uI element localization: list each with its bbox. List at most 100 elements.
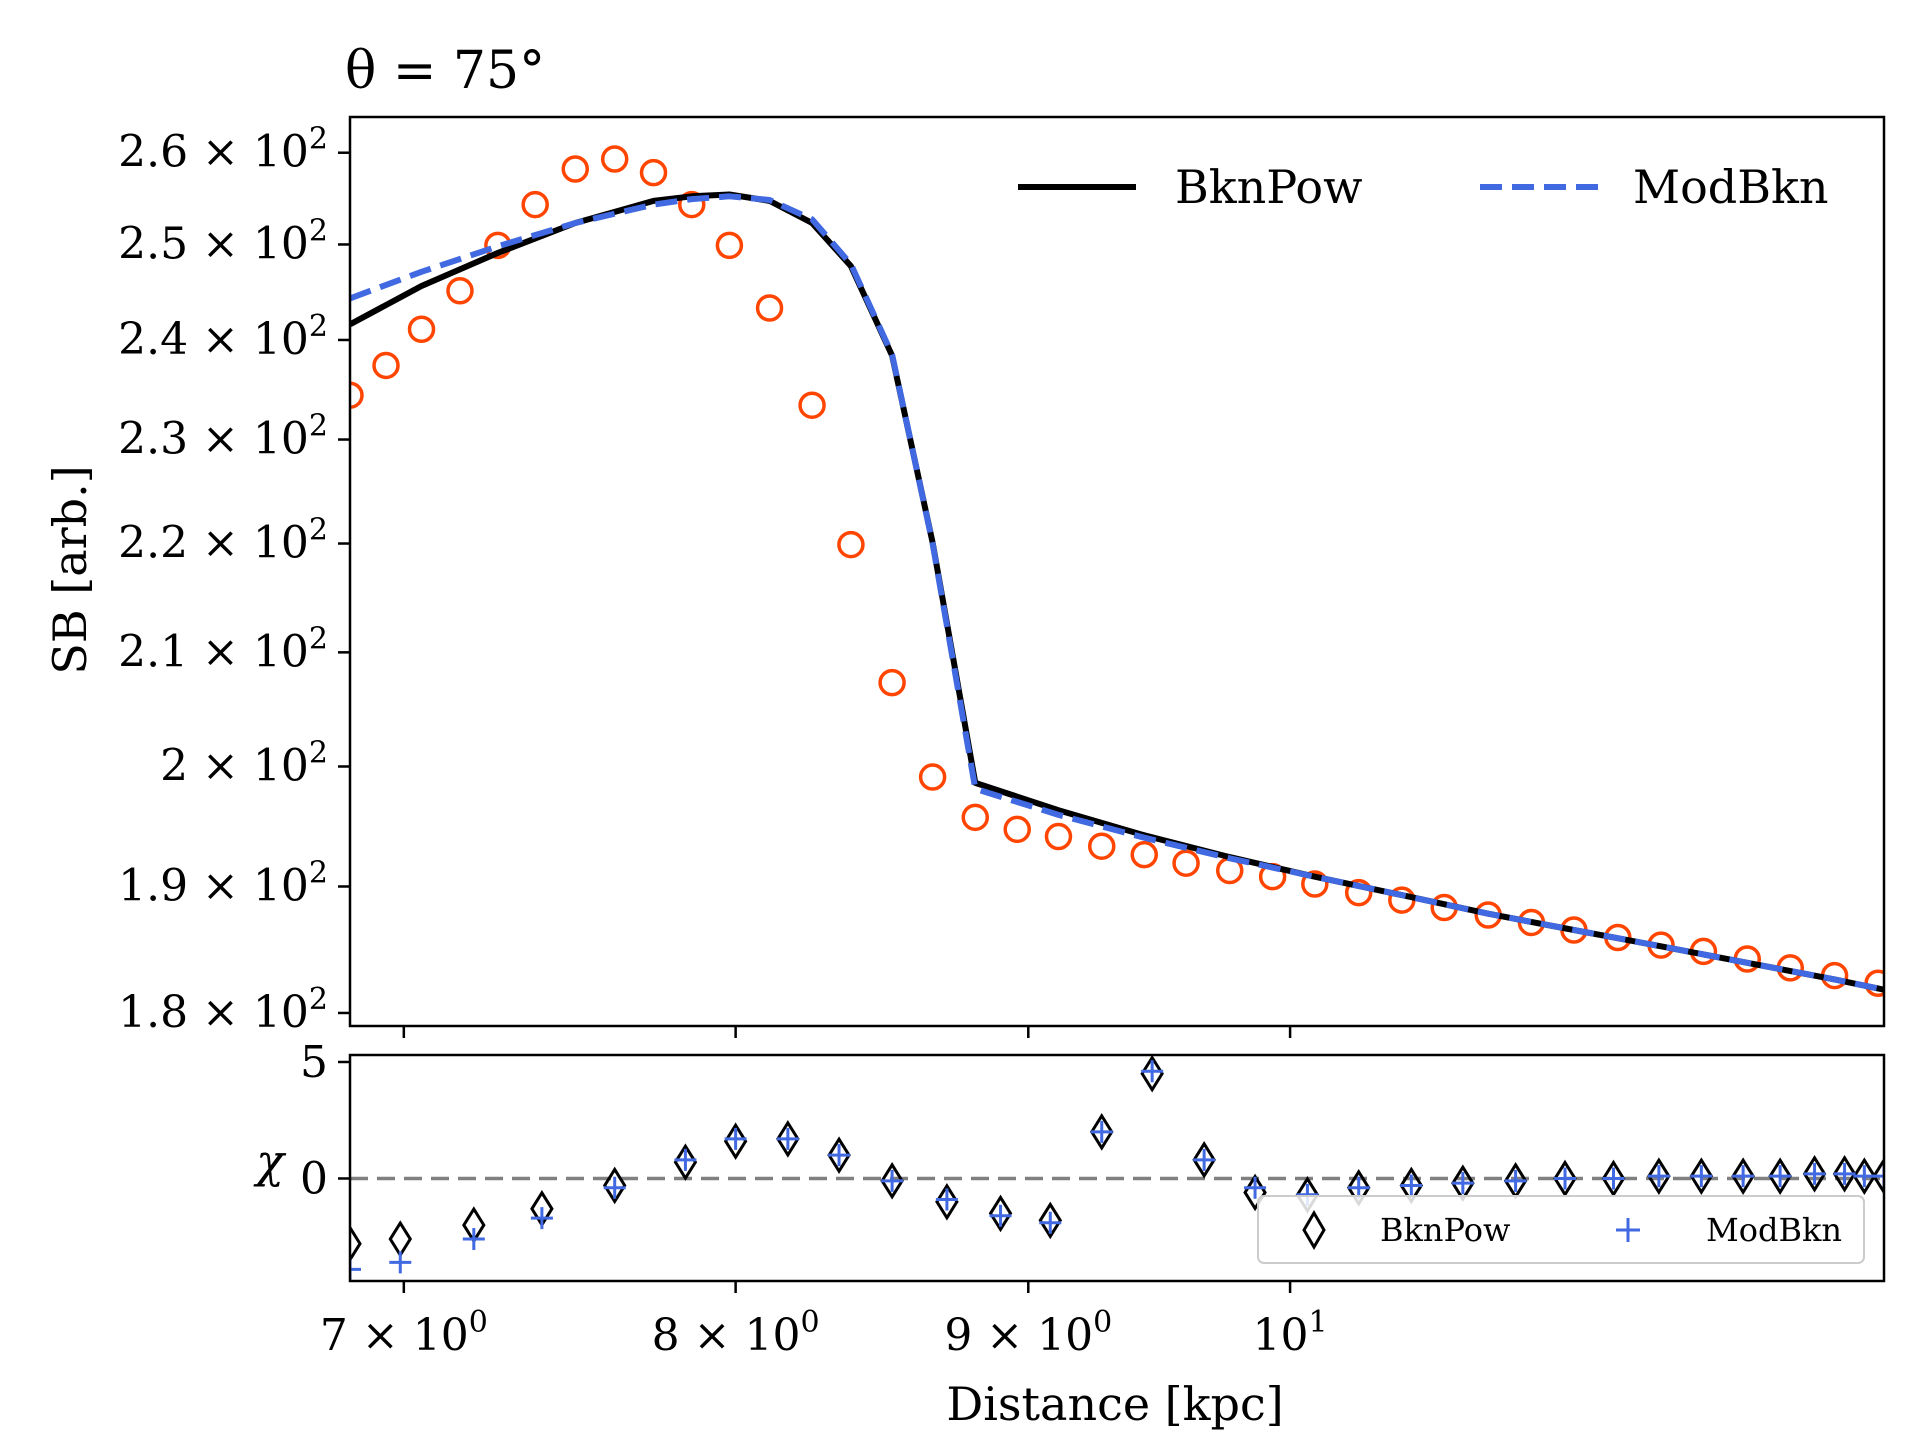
main-y-tick-label: 2.2 × 102 — [118, 513, 328, 569]
data-point — [446, 277, 474, 305]
residual-diamond-bknpow — [1802, 1154, 1827, 1193]
data-point — [878, 668, 906, 697]
residual-plus-modbkn — [389, 1251, 412, 1274]
residual-plus-modbkn — [1090, 1120, 1113, 1143]
residual-diamond-bknpow — [776, 1120, 800, 1158]
legend-modbkn-label: ModBkn — [1633, 160, 1829, 214]
main-y-tick-exp: 2 — [309, 213, 328, 248]
main-y-tick-exp: 2 — [309, 513, 328, 548]
main-legend: BknPow ModBkn — [1018, 160, 1829, 214]
residual-plus-modbkn — [1647, 1165, 1670, 1188]
residual-markers — [350, 1055, 1884, 1281]
data-point — [1044, 822, 1073, 851]
data-point — [561, 155, 590, 183]
residual-plus-modbkn — [350, 1258, 361, 1281]
main-y-tick-base: 2.4 × 10 — [118, 314, 309, 365]
residual-plus-modbkn — [881, 1169, 904, 1192]
residual-plus-modbkn — [603, 1176, 626, 1199]
residual-plus-modbkn — [1244, 1176, 1267, 1199]
data-point — [1087, 832, 1116, 860]
residual-panel: 05 χ BknPow ModBkn — [253, 1037, 1886, 1293]
residual-plus-modbkn — [1732, 1165, 1755, 1188]
residual-plus-modbkn — [1504, 1169, 1527, 1192]
data-point — [798, 391, 826, 419]
residual-diamond-bknpow — [602, 1166, 627, 1205]
residual-diamond-bknpow — [1601, 1159, 1626, 1198]
residual-plus-modbkn — [1141, 1060, 1164, 1083]
x-tick-base: 9 × 10 — [944, 1310, 1093, 1361]
main-y-tick-exp: 2 — [309, 621, 328, 656]
residual-legend-modbkn-label: ModBkn — [1706, 1211, 1842, 1249]
residual-diamond-bknpow — [1832, 1154, 1857, 1193]
main-y-tick-label: 2 × 102 — [160, 735, 328, 791]
chart-title: θ = 75° — [345, 41, 545, 101]
main-plot-area — [350, 145, 1884, 998]
legend-bknpow-diamond-icon — [1302, 1210, 1326, 1250]
residual-y-tick-label: 0 — [300, 1153, 328, 1204]
x-tick-base: 8 × 10 — [652, 1310, 801, 1361]
main-y-tick-exp: 2 — [309, 309, 328, 344]
residual-diamond-bknpow — [723, 1122, 748, 1161]
data-point — [1003, 815, 1031, 844]
legend-bknpow-label: BknPow — [1175, 160, 1362, 214]
main-y-tick-base: 2 × 10 — [160, 740, 309, 791]
x-tick-label: 7 × 100 — [320, 1305, 488, 1361]
main-y-tick-base: 2.2 × 10 — [118, 518, 309, 569]
main-y-tick-base: 1.9 × 10 — [118, 860, 309, 911]
residual-plus-modbkn — [462, 1228, 485, 1251]
residual-plus-modbkn — [935, 1188, 958, 1211]
main-y-tick-base: 2.5 × 10 — [118, 218, 309, 269]
main-y-tick-exp: 2 — [309, 409, 328, 444]
residual-diamond-bknpow — [1689, 1157, 1714, 1195]
residual-diamond-bknpow — [1872, 1157, 1884, 1195]
data-point — [600, 145, 629, 173]
x-tick-base: 10 — [1253, 1310, 1309, 1361]
residual-diamond-bknpow — [880, 1161, 904, 1200]
main-y-tick-base: 2.3 × 10 — [118, 414, 309, 465]
x-tick-exp: 0 — [1093, 1305, 1112, 1340]
main-y-tick-exp: 2 — [309, 982, 328, 1017]
residual-diamond-bknpow — [1731, 1157, 1755, 1195]
residual-plus-modbkn — [1451, 1172, 1474, 1195]
main-y-tick-exp: 2 — [309, 735, 328, 770]
residual-plus-modbkn — [1602, 1167, 1625, 1190]
residual-plus-modbkn — [1690, 1165, 1713, 1188]
residual-diamond-bknpow — [1140, 1055, 1164, 1093]
residual-plot-area — [350, 1055, 1884, 1281]
main-y-axis-label: SB [arb.] — [43, 465, 97, 674]
residual-y-axis-label: χ — [253, 1134, 287, 1188]
legend-modbkn-plus-icon — [1616, 1218, 1640, 1242]
residual-legend-box — [1257, 1195, 1865, 1264]
residual-diamond-bknpow — [1553, 1159, 1577, 1198]
residual-y-ticks: 05 — [300, 1037, 350, 1204]
residual-plus-modbkn — [724, 1127, 747, 1150]
x-tick-base: 7 × 10 — [320, 1310, 469, 1361]
residual-legend: BknPow ModBkn — [1257, 1195, 1865, 1264]
x-tick-exp: 0 — [800, 1305, 819, 1340]
data-point — [639, 158, 668, 187]
model-lines — [350, 191, 1884, 993]
main-y-tick-label: 1.9 × 102 — [118, 855, 328, 911]
residual-plus-modbkn — [776, 1127, 799, 1150]
x-tick-exp: 1 — [1309, 1305, 1328, 1340]
residual-plus-modbkn — [530, 1207, 553, 1230]
main-y-tick-label: 2.5 × 102 — [118, 213, 328, 269]
main-y-tick-label: 1.8 × 102 — [118, 982, 328, 1038]
residual-diamond-bknpow — [827, 1136, 851, 1175]
x-axis-label: Distance [kpc] — [946, 1377, 1283, 1431]
data-point — [407, 315, 436, 344]
residual-x-ticks — [402, 1281, 1292, 1293]
data-point — [521, 190, 549, 219]
x-tick-labels: 7 × 100 8 × 100 9 × 100 101 — [320, 1305, 1328, 1361]
data-point — [372, 351, 400, 380]
residual-plus-modbkn — [1833, 1162, 1856, 1185]
data-point — [1344, 878, 1373, 907]
residual-diamond-bknpow — [935, 1182, 959, 1221]
residual-plus-modbkn — [1193, 1148, 1216, 1171]
residual-plus-modbkn — [828, 1144, 851, 1167]
data-point — [350, 381, 364, 409]
main-y-tick-label: 2.4 × 102 — [118, 309, 328, 365]
main-y-tick-label: 2.6 × 102 — [118, 122, 328, 178]
residual-plus-modbkn — [1873, 1165, 1884, 1188]
